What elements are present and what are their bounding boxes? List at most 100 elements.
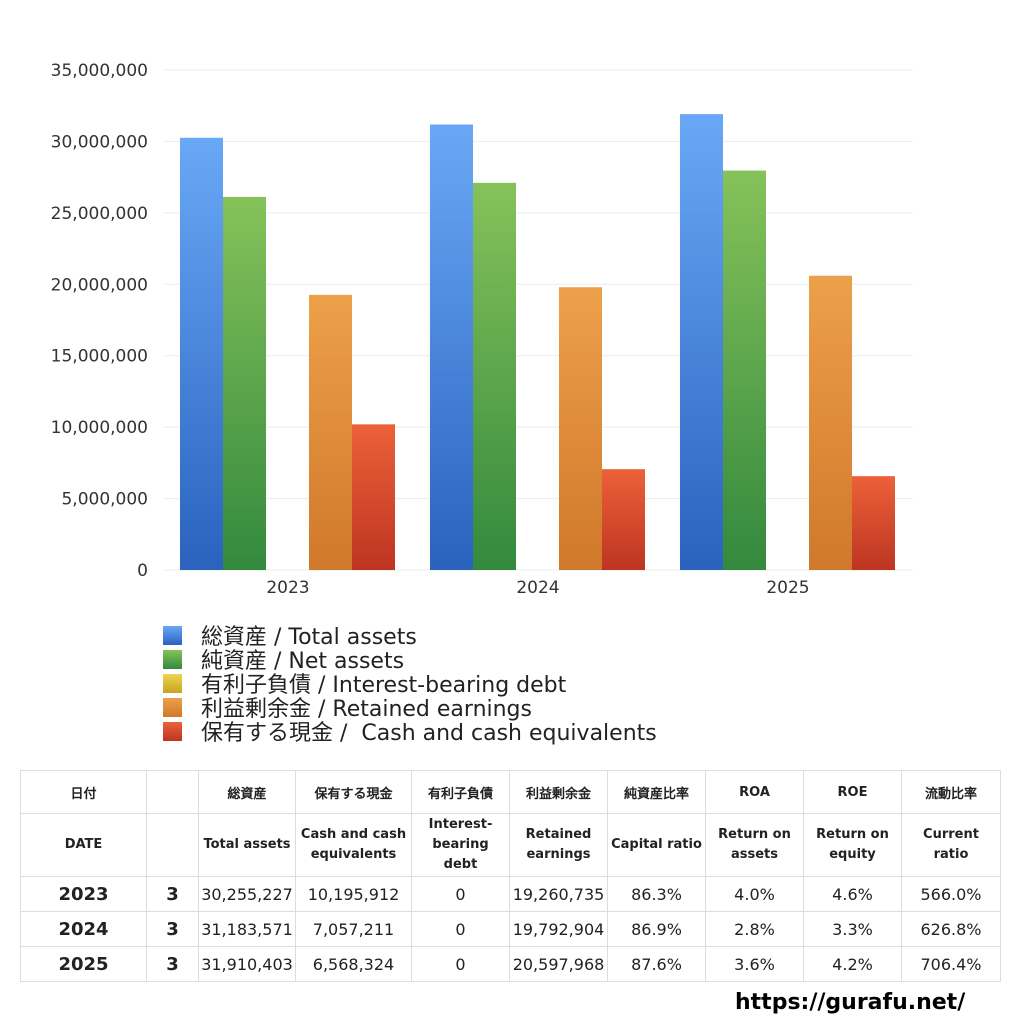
table-cell: 20,597,968 [509, 946, 608, 982]
y-tick-label: 10,000,000 [51, 418, 148, 438]
legend-swatch [163, 721, 182, 741]
y-tick-label: 35,000,000 [51, 61, 148, 81]
table-cell: 2025 [20, 946, 147, 982]
table-cell: 30,255,227 [198, 876, 296, 912]
axes: 0 5,000,000 10,000,000 15,000,000 20,000,000… [51, 61, 810, 598]
table-cell: 19,260,735 [509, 876, 608, 912]
x-tick-label: 2024 [516, 578, 559, 598]
header-cell: Interest-bearing debt [411, 813, 510, 877]
legend-item: 総資産 / Total assets [163, 623, 657, 650]
y-tick-label: 20,000,000 [51, 275, 148, 295]
y-tick-label: 0 [137, 561, 148, 581]
bar [430, 124, 473, 570]
bar-chart: 0 5,000,000 10,000,000 15,000,000 20,000,000… [51, 61, 913, 598]
table-cell: 3 [146, 876, 199, 912]
financial-table: 日付 総資産 保有する現金 有利子負債 利益剰余金 純資産比率 ROA ROE 流動比率 DATE… [20, 770, 1001, 982]
bar [559, 287, 602, 570]
header-cell: Retained earnings [509, 813, 608, 877]
table-cell: 19,792,904 [509, 911, 608, 947]
legend-label: 保有する現金 / Cash and cash equivalents [201, 721, 657, 746]
table-row: 2025 3 31,910,403 6,568,324 0 20,597,968 87.6%… [20, 946, 1001, 982]
table-cell: 706.4% [901, 946, 1001, 982]
header-cell: Cash and cash equivalents [295, 813, 412, 877]
table-cell: 0 [411, 946, 510, 982]
bar [852, 476, 895, 570]
table-cell: 3.6% [705, 946, 804, 982]
bar [309, 294, 352, 570]
table-cell: 4.6% [803, 876, 902, 912]
header-cell: Return on equity [803, 813, 902, 877]
header-cell: 日付 [20, 770, 147, 814]
header-cell: 有利子負債 [411, 770, 510, 814]
bar [723, 170, 766, 571]
grid-lines [163, 69, 913, 571]
table-cell: 3.3% [803, 911, 902, 947]
legend-item: 有利子負債 / Interest-bearing debt [163, 671, 657, 698]
table-cell: 0 [411, 876, 510, 912]
table-cell: 87.6% [607, 946, 706, 982]
table-cell: 3 [146, 911, 199, 947]
header-cell: 利益剰余金 [509, 770, 608, 814]
y-tick-label: 5,000,000 [61, 490, 148, 510]
chart-legend: 総資産 / Total assets 純資産 / Net assets 有利子負債 … [163, 623, 657, 746]
bar [223, 196, 266, 570]
table-cell: 10,195,912 [295, 876, 412, 912]
legend-swatch [163, 625, 182, 645]
header-cell: Current ratio [901, 813, 1001, 877]
header-cell: ROA [705, 770, 804, 814]
table-row: 2023 3 30,255,227 10,195,912 0 19,260,735 86.3… [20, 876, 1001, 912]
site-url[interactable]: https://gurafu.net/ [735, 990, 966, 1015]
header-cell: Total assets [198, 813, 296, 877]
bars [180, 114, 895, 571]
legend-swatch [163, 649, 182, 669]
legend-item: 保有する現金 / Cash and cash equivalents [163, 719, 657, 746]
table-cell: 626.8% [901, 911, 1001, 947]
table-cell: 4.0% [705, 876, 804, 912]
table-cell: 566.0% [901, 876, 1001, 912]
x-tick-label: 2023 [266, 578, 309, 598]
table-cell: 2.8% [705, 911, 804, 947]
table-row: DATE Total assets Cash and cash equivalents… [20, 813, 1001, 877]
table-cell: 86.3% [607, 876, 706, 912]
table-cell: 31,183,571 [198, 911, 296, 947]
table-cell: 7,057,211 [295, 911, 412, 947]
legend-label: 利益剰余金 / Retained earnings [201, 697, 532, 722]
header-cell: 総資産 [198, 770, 296, 814]
header-cell: 流動比率 [901, 770, 1001, 814]
legend-label: 総資産 / Total assets [201, 625, 417, 650]
x-tick-label: 2025 [766, 578, 809, 598]
header-cell: 純資産比率 [607, 770, 706, 814]
table-cell: 0 [411, 911, 510, 947]
legend-label: 有利子負債 / Interest-bearing debt [201, 673, 567, 698]
y-tick-label: 30,000,000 [51, 132, 148, 152]
table-cell: 2024 [20, 911, 147, 947]
legend-swatch [163, 673, 182, 693]
table-cell: 2023 [20, 876, 147, 912]
header-cell: Capital ratio [607, 813, 706, 877]
table-row: 2024 3 31,183,571 7,057,211 0 19,792,904 86.9%… [20, 911, 1001, 947]
header-cell [146, 813, 199, 877]
y-tick-label: 25,000,000 [51, 204, 148, 224]
header-cell: DATE [20, 813, 147, 877]
table-cell: 4.2% [803, 946, 902, 982]
header-cell: ROE [803, 770, 902, 814]
table-cell: 6,568,324 [295, 946, 412, 982]
bar [809, 275, 852, 570]
bar [602, 469, 645, 570]
table-cell: 86.9% [607, 911, 706, 947]
table-cell: 3 [146, 946, 199, 982]
legend-item: 利益剰余金 / Retained earnings [163, 695, 657, 722]
legend-swatch [163, 697, 182, 717]
bar [352, 424, 395, 570]
header-cell [146, 770, 199, 814]
table-row: 日付 総資産 保有する現金 有利子負債 利益剰余金 純資産比率 ROA ROE 流動比率 [20, 770, 1001, 814]
y-tick-label: 15,000,000 [51, 347, 148, 367]
table-cell: 31,910,403 [198, 946, 296, 982]
bar [473, 182, 516, 570]
legend-label: 純資産 / Net assets [201, 649, 405, 674]
header-cell: 保有する現金 [295, 770, 412, 814]
bar [180, 137, 223, 570]
header-cell: Return on assets [705, 813, 804, 877]
bar [680, 114, 723, 571]
legend-item: 純資産 / Net assets [163, 647, 657, 674]
